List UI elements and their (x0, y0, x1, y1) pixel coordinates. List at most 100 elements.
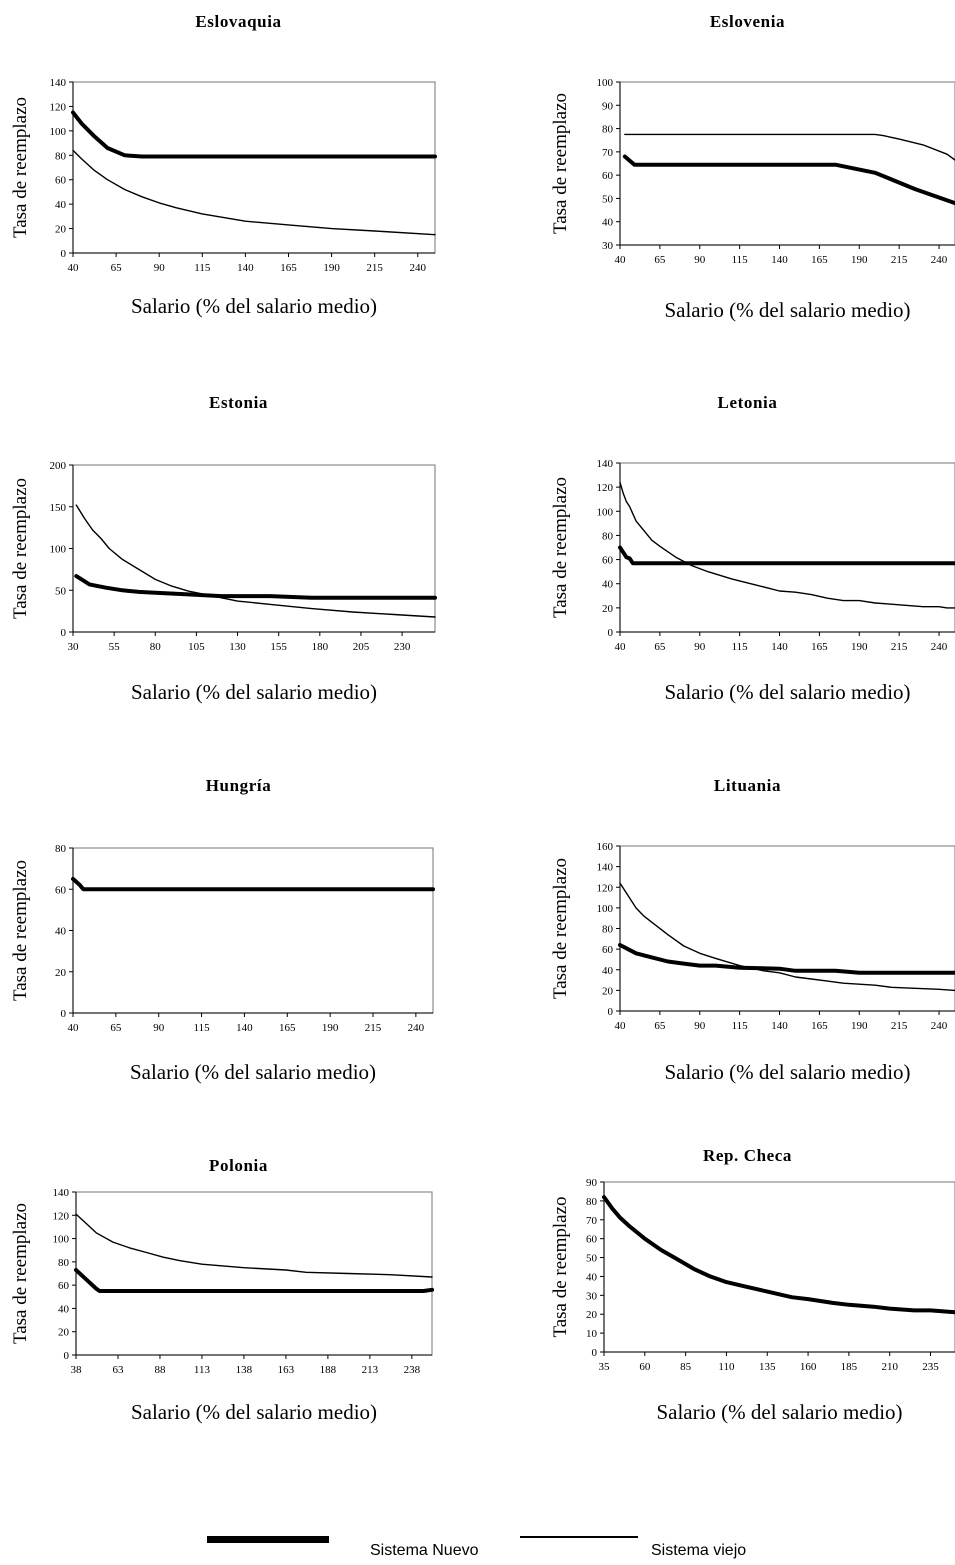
x-tick-label: 110 (718, 1361, 735, 1373)
legend: Sistema Nuevo Sistema viejo (0, 1532, 955, 1562)
x-axis-label: Salario (% del salario medio) (664, 298, 911, 322)
chart-title-letonia: Letonia (717, 393, 778, 412)
chart-panel-lituania: Lituania Salario (% del salario medio) 0 20… (540, 770, 955, 1100)
y-tick-label: 60 (602, 555, 614, 567)
x-tick-label: 40 (615, 254, 627, 266)
x-tick-label: 190 (851, 641, 868, 653)
x-tick-label: 165 (811, 1020, 828, 1032)
chart-title-lituania: Lituania (713, 776, 782, 795)
x-tick-label: 80 (150, 641, 162, 653)
y-tick-label: 10 (586, 1328, 598, 1340)
y-tick-label: 60 (58, 1280, 70, 1292)
x-tick-label: 180 (312, 641, 329, 653)
y-tick-label: 40 (602, 965, 614, 977)
x-tick-label: 240 (931, 254, 948, 266)
legend-old-label: Sistema viejo (651, 1542, 747, 1559)
plot-area-frame (603, 1181, 955, 1353)
y-tick-label: 0 (61, 1008, 67, 1020)
y-tick-label: 0 (608, 627, 614, 639)
x-tick-label: 65 (111, 262, 123, 274)
chart-title-hungria: Hungría (205, 776, 272, 795)
x-tick-label: 215 (366, 262, 383, 274)
chart-svg-lituania: 0 20 40 60 80 100 120 140 160 40 65 90 115 140 165 190 2… (550, 841, 955, 1032)
x-tick-label: 90 (694, 1020, 706, 1032)
x-tick-label: 105 (188, 641, 205, 653)
x-tick-label: 65 (110, 1022, 122, 1034)
y-tick-label: 70 (602, 147, 614, 159)
x-tick-label: 90 (153, 1022, 165, 1034)
chart-panel-eslovaquia: Eslovaquia Salario (% del salario medio) 0… (0, 0, 477, 330)
x-tick-label: 65 (654, 254, 666, 266)
x-tick-label: 205 (353, 641, 370, 653)
x-tick-label: 60 (639, 1361, 651, 1373)
x-tick-label: 140 (771, 641, 788, 653)
y-tick-label: 200 (50, 460, 67, 472)
series-line-sistema-nuevo (602, 1195, 955, 1315)
x-tick-label: 40 (615, 1020, 627, 1032)
x-tick-label: 113 (194, 1364, 211, 1376)
y-tick-label: 70 (586, 1215, 598, 1227)
y-tick-label: 50 (55, 585, 67, 597)
y-tick-label: 0 (592, 1347, 598, 1359)
y-tick-label: 20 (586, 1309, 598, 1321)
x-tick-label: 88 (154, 1364, 166, 1376)
y-tick-label: 50 (586, 1253, 598, 1265)
y-tick-label: 40 (602, 579, 614, 591)
y-tick-label: 0 (61, 248, 67, 260)
series-line-sistema-viejo (72, 149, 436, 236)
legend-new-label: Sistema Nuevo (370, 1542, 479, 1559)
x-tick-label: 165 (280, 262, 297, 274)
x-tick-label: 140 (771, 254, 788, 266)
series-line-sistema-nuevo (618, 943, 955, 975)
y-tick-label: 60 (55, 884, 67, 896)
y-tick-label: 40 (58, 1303, 70, 1315)
chart-panel-estonia: Estonia Salario (% del salario medio) 0 50 1… (0, 385, 477, 715)
x-axis-label: Salario (% del salario medio) (129, 1060, 377, 1084)
x-axis-label: Salario (% del salario medio) (664, 1060, 911, 1084)
y-axis-label: Tasa de reemplazo (550, 858, 571, 999)
chart-panel-rep-checa: Rep. Checa Salario (% del salario medio) 0… (540, 1146, 955, 1480)
series-line-sistema-viejo (75, 1213, 433, 1278)
y-axis-label: Tasa de reemplazo (10, 860, 31, 1001)
chart-svg-eslovaquia: 0 20 40 60 80 100 120 140 40 65 90 115 140 165 190 215 2… (10, 77, 437, 274)
x-axis-label: Salario (% del salario medio) (130, 294, 378, 318)
y-axis-label: Tasa de reemplazo (10, 1203, 31, 1344)
series-line-sistema-nuevo (74, 574, 437, 600)
y-tick-label: 100 (53, 1234, 70, 1246)
x-axis-label: Salario (% del salario medio) (130, 680, 378, 704)
chart-title-estonia: Estonia (209, 393, 268, 412)
x-tick-label: 165 (279, 1022, 296, 1034)
chart-title-eslovenia: Eslovenia (709, 12, 786, 31)
x-tick-label: 115 (732, 254, 749, 266)
x-axis-label: Salario (% del salario medio) (664, 680, 911, 704)
x-tick-label: 240 (408, 1022, 425, 1034)
x-tick-label: 90 (154, 262, 166, 274)
series-line-sistema-nuevo (74, 1268, 434, 1293)
y-tick-label: 40 (602, 217, 614, 229)
chart-panel-hungria: Hungría Salario (% del salario medio) 0 20 4… (0, 770, 477, 1100)
x-tick-label: 230 (394, 641, 411, 653)
y-tick-label: 150 (50, 502, 67, 514)
x-tick-label: 140 (237, 262, 254, 274)
y-tick-label: 80 (55, 843, 67, 855)
x-tick-label: 30 (68, 641, 80, 653)
chart-title-rep-checa: Rep. Checa (702, 1146, 793, 1165)
y-tick-label: 120 (53, 1210, 70, 1222)
x-tick-label: 215 (891, 1020, 908, 1032)
series-line-sistema-viejo (619, 882, 955, 992)
y-tick-label: 100 (50, 126, 67, 138)
y-tick-label: 100 (597, 506, 614, 518)
x-tick-label: 35 (599, 1361, 611, 1373)
y-tick-label: 60 (602, 170, 614, 182)
x-axis-label: Salario (% del salario medio) (656, 1400, 903, 1424)
y-tick-label: 20 (58, 1327, 70, 1339)
y-tick-label: 100 (50, 544, 67, 556)
chart-title-polonia: Polonia (209, 1156, 268, 1175)
y-tick-label: 60 (602, 944, 614, 956)
series-line-sistema-nuevo (71, 110, 437, 159)
y-tick-label: 0 (608, 1006, 614, 1018)
plot-area-frame (619, 462, 955, 633)
y-tick-label: 40 (55, 199, 67, 211)
y-tick-label: 20 (55, 967, 67, 979)
